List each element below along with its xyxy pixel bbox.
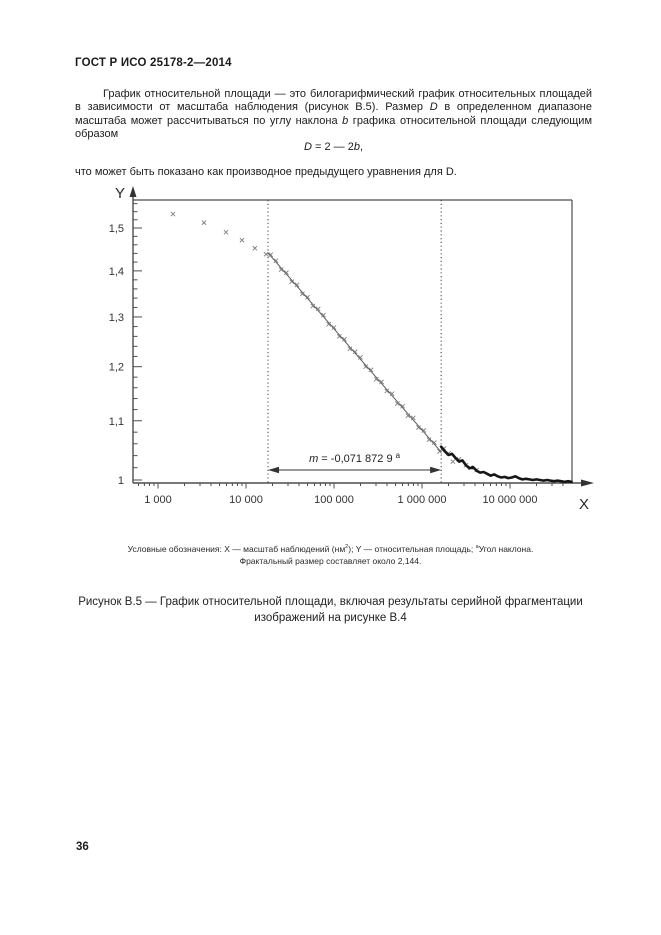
svg-text:10 000: 10 000 — [229, 494, 263, 506]
figure-legend: Условные обозначения: X — масштаб наблюд… — [0, 543, 661, 567]
svg-text:1 000 000: 1 000 000 — [398, 494, 447, 506]
svg-text:1,2: 1,2 — [109, 362, 124, 374]
svg-text:1 000: 1 000 — [144, 494, 172, 506]
svg-text:1: 1 — [118, 475, 124, 487]
svg-text:100 000: 100 000 — [314, 494, 354, 506]
plot-frame — [133, 199, 573, 483]
svg-text:1,5: 1,5 — [109, 223, 124, 235]
svg-text:1,3: 1,3 — [109, 312, 124, 324]
caption-line-2: изображений на рисунке В.4 — [254, 612, 407, 624]
x-axis-label: X — [579, 496, 589, 513]
page-number: 36 — [76, 841, 89, 853]
equation: D = 2 — 2b, — [303, 141, 364, 153]
figure-caption: Рисунок В.5 — График относительной площа… — [0, 594, 661, 626]
legend-line-1: Условные обозначения: X — масштаб наблюд… — [127, 544, 534, 554]
svg-text:1,1: 1,1 — [109, 416, 124, 428]
relative-area-chart: Y 1 1,1 1,2 1,3 1,4 1,5 X 1 000 10 000 100 000 1 00… — [109, 185, 594, 513]
intro-paragraph: График относительной площади — это билог… — [75, 88, 593, 141]
legend-line-2: Фрактальный размер составляет около 2,14… — [239, 556, 422, 566]
document-header: ГОСТ Р ИСО 25178-2—2014 — [75, 57, 232, 69]
svg-text:1,4: 1,4 — [109, 266, 124, 278]
y-axis: Y 1 1,1 1,2 1,3 1,4 1,5 — [109, 185, 142, 487]
analysis-region-lines — [267, 200, 442, 483]
slope-value-label: m = -0,071 872 9 а — [309, 451, 401, 465]
dense-curve — [439, 445, 573, 484]
scatter-points — [170, 211, 479, 473]
caption-line-1: Рисунок В.5 — График относительной площа… — [78, 596, 583, 608]
y-axis-label: Y — [115, 185, 125, 202]
svg-text:10 000 000: 10 000 000 — [482, 494, 537, 506]
equation-followup: что может быть показано как производное … — [75, 166, 457, 178]
slope-annotation: m = -0,071 872 9 а — [268, 451, 442, 474]
x-axis: X 1 000 10 000 100 000 1 000 000 10 000 000 — [133, 479, 594, 513]
